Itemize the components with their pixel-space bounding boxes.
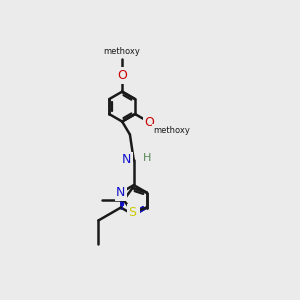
Text: N: N (129, 208, 139, 221)
Text: S: S (128, 206, 136, 219)
Text: N: N (116, 186, 125, 199)
Text: O: O (144, 116, 154, 129)
Text: N: N (122, 153, 131, 167)
Text: H: H (142, 152, 151, 163)
Text: O: O (117, 69, 127, 82)
Text: methoxy: methoxy (104, 47, 141, 56)
Text: methoxy: methoxy (154, 126, 190, 135)
